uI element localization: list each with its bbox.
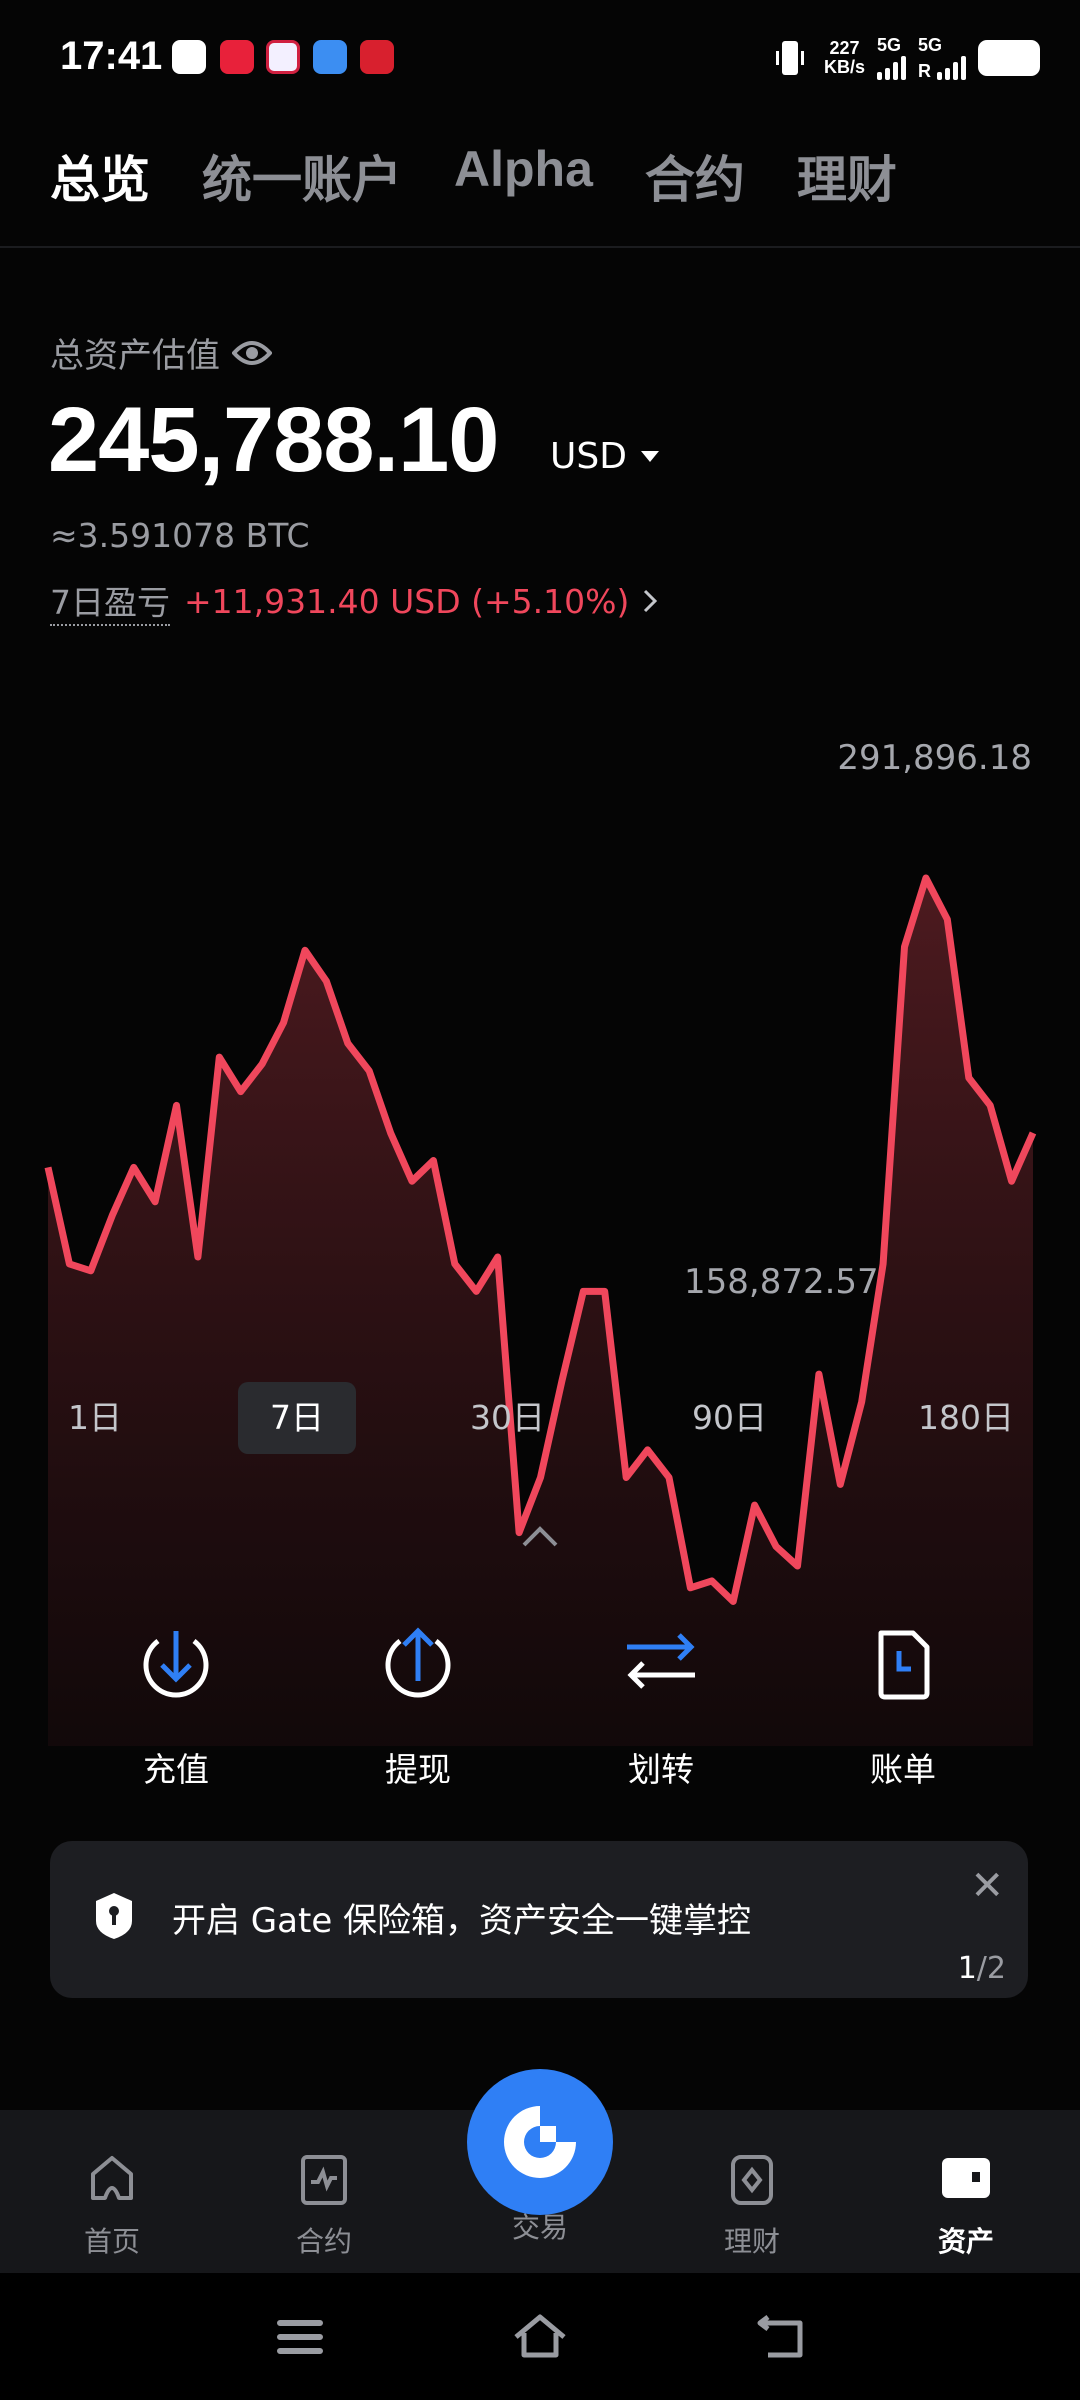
- nav-earn[interactable]: 理财: [672, 2154, 832, 2260]
- nav-home-label: 首页: [83, 2225, 140, 2258]
- chevron-up-icon[interactable]: [520, 1525, 560, 1549]
- menu-icon[interactable]: [276, 2317, 324, 2357]
- nav-assets-label: 资产: [937, 2225, 994, 2258]
- tab-alpha[interactable]: Alpha: [454, 141, 593, 197]
- eye-icon[interactable]: [232, 339, 272, 367]
- nav-home[interactable]: 首页: [32, 2154, 192, 2260]
- btc-equivalent: ≈3.591078 BTC: [50, 516, 310, 555]
- bill-label: 账单: [870, 1750, 936, 1789]
- app-notification-icon: [313, 40, 347, 74]
- chart-area: [48, 878, 1033, 1746]
- app-notification-icon: [360, 40, 394, 74]
- gate-logo-icon: [504, 2106, 576, 2178]
- tab-futures[interactable]: 合约: [644, 151, 745, 209]
- period-selector: 1日 7日 30日 90日 180日: [0, 1382, 1080, 1454]
- signal-icon: [937, 54, 966, 80]
- page-current: 1: [957, 1951, 977, 1986]
- shield-lock-icon: [96, 1893, 132, 1939]
- chart-max-label: 291,896.18: [837, 738, 1032, 778]
- currency-label: USD: [550, 436, 627, 477]
- roaming-indicator: R: [918, 61, 931, 81]
- chart-min-label: 158,872.57: [684, 1262, 879, 1302]
- top-tabs: 总览 统一账户 Alpha 合约 理财: [50, 140, 897, 212]
- nav-assets[interactable]: 资产: [886, 2154, 1046, 2260]
- tab-overview[interactable]: 总览: [50, 151, 150, 209]
- divider: [0, 246, 1080, 248]
- chart-line: [44, 874, 1037, 1605]
- status-bar: 17:41 227 KB/s 5G 5G R: [0, 0, 1080, 110]
- withdraw-button[interactable]: 提现: [328, 1625, 508, 1791]
- period-180d[interactable]: 180日: [918, 1398, 1014, 1437]
- tab-earn[interactable]: 理财: [796, 151, 897, 209]
- total-assets-text: 总资产估值: [50, 336, 220, 376]
- period-7d[interactable]: 7日: [238, 1382, 356, 1454]
- vault-banner[interactable]: 开启 Gate 保险箱，资产安全一键掌控 ✕ 1/2: [50, 1841, 1028, 1998]
- page-total: /2: [976, 1951, 1006, 1986]
- futures-chart-icon: [301, 2155, 347, 2205]
- earn-icon: [731, 2155, 773, 2205]
- transfer-icon: [627, 1633, 695, 1689]
- system-nav-bar: [0, 2273, 1080, 2400]
- deposit-icon: [143, 1631, 209, 1698]
- pnl-label: 7日盈亏: [50, 576, 170, 626]
- transfer-label: 划转: [628, 1750, 694, 1789]
- status-icons: 227 KB/s 5G 5G R: [775, 35, 1040, 81]
- withdraw-icon: [385, 1627, 451, 1698]
- home-nav-icon[interactable]: [512, 2313, 568, 2359]
- pnl-value: +11,931.40 USD (+5.10%): [184, 581, 630, 621]
- nav-trade-label: 交易: [511, 2211, 568, 2244]
- total-assets-label: 总资产估值: [50, 328, 272, 377]
- vibrate-icon: [775, 41, 812, 75]
- signal-icon: [877, 54, 906, 80]
- trade-button[interactable]: [467, 2069, 613, 2215]
- bill-button[interactable]: 账单: [813, 1625, 993, 1791]
- sim2-type: 5G: [918, 35, 943, 55]
- currency-selector[interactable]: USD: [550, 436, 659, 477]
- total-assets-value: 245,788.10: [48, 389, 499, 491]
- banner-text: 开启 Gate 保险箱，资产安全一键掌控: [172, 1901, 752, 1941]
- app-notification-icon: [266, 40, 300, 74]
- play-store-icon: [172, 40, 206, 74]
- deposit-button[interactable]: 充值: [86, 1625, 266, 1791]
- chevron-right-icon: [644, 589, 658, 613]
- net-unit: KB/s: [823, 57, 865, 77]
- asset-chart[interactable]: [0, 720, 1080, 1760]
- app-notification-icon: [220, 40, 254, 74]
- wallet-icon: [942, 2158, 990, 2198]
- battery-icon: [978, 40, 1040, 76]
- tab-unified-account[interactable]: 统一账户: [202, 151, 402, 209]
- period-30d[interactable]: 30日: [470, 1398, 545, 1437]
- withdraw-label: 提现: [385, 1750, 451, 1789]
- bill-icon: [878, 1630, 930, 1700]
- nav-futures-label: 合约: [295, 2225, 352, 2258]
- period-1d[interactable]: 1日: [68, 1398, 122, 1437]
- status-time: 17:41: [60, 34, 163, 78]
- close-icon[interactable]: ✕: [970, 1863, 1004, 1909]
- banner-pagination: 1/2: [958, 1951, 1006, 1986]
- deposit-label: 充值: [143, 1750, 209, 1789]
- caret-down-icon: [640, 450, 659, 462]
- nav-futures[interactable]: 合约: [244, 2154, 404, 2260]
- nav-trade-label-wrap[interactable]: 交易: [460, 2206, 620, 2246]
- home-icon: [91, 2156, 133, 2200]
- sim1-type: 5G: [877, 35, 902, 55]
- net-speed: 227: [829, 38, 860, 58]
- pnl-row[interactable]: 7日盈亏 +11,931.40 USD (+5.10%): [50, 576, 658, 626]
- nav-earn-label: 理财: [723, 2225, 780, 2258]
- period-90d[interactable]: 90日: [692, 1398, 767, 1437]
- back-icon[interactable]: [756, 2313, 804, 2359]
- transfer-button[interactable]: 划转: [571, 1625, 751, 1791]
